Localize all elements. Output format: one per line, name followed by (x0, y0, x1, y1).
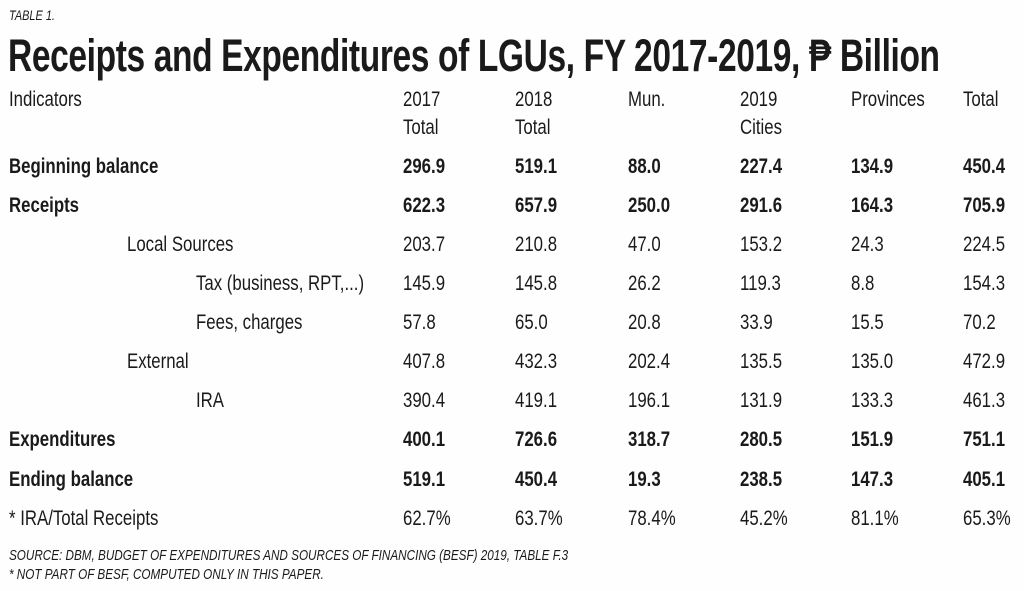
table-cell: 151.9 (851, 428, 894, 451)
table-cell: 657.9 (515, 194, 558, 217)
table-cell: 419.1 (515, 389, 558, 412)
table-cell: 134.9 (851, 155, 894, 178)
column-header-sub: Total (515, 116, 551, 139)
row-label: * IRA/Total Receipts (9, 507, 159, 530)
table-cell: 405.1 (963, 468, 1006, 491)
table-cell: 705.9 (963, 194, 1006, 217)
table-cell: 726.6 (515, 428, 558, 451)
table-cell: 145.9 (403, 272, 446, 295)
table-cell: 432.3 (515, 350, 558, 373)
row-label: Ending balance (9, 468, 134, 491)
table-cell: 196.1 (628, 389, 671, 412)
table-cell: 26.2 (628, 272, 661, 295)
table-cell: 390.4 (403, 389, 446, 412)
table-cell: 153.2 (740, 233, 783, 256)
table-cell: 250.0 (628, 194, 671, 217)
table-cell: 227.4 (740, 155, 783, 178)
table-cell: 81.1% (851, 507, 899, 530)
row-label: Beginning balance (9, 155, 159, 178)
column-header: Provinces (851, 88, 925, 111)
row-label: Tax (business, RPT,...) (196, 272, 365, 295)
column-header-sub: Total (403, 116, 439, 139)
table-cell: 62.7% (403, 507, 451, 530)
table-cell: 45.2% (740, 507, 788, 530)
table-cell: 407.8 (403, 350, 446, 373)
table-cell: 24.3 (851, 233, 884, 256)
table-cell: 65.3% (963, 507, 1011, 530)
table-cell: 47.0 (628, 233, 661, 256)
footnote: * NOT PART OF BESF, COMPUTED ONLY IN THI… (9, 566, 324, 583)
table-label: TABLE 1. (9, 7, 55, 23)
table-cell: 20.8 (628, 311, 661, 334)
column-header: Mun. (628, 88, 666, 111)
table-cell: 88.0 (628, 155, 661, 178)
column-header: Indicators (9, 88, 82, 111)
column-header: 2017 (403, 88, 441, 111)
table-cell: 33.9 (740, 311, 773, 334)
table-cell: 70.2 (963, 311, 996, 334)
table-cell: 519.1 (403, 468, 446, 491)
table-cell: 78.4% (628, 507, 676, 530)
table-cell: 519.1 (515, 155, 558, 178)
column-header: 2019 (740, 88, 778, 111)
row-label: IRA (196, 389, 225, 412)
table-cell: 238.5 (740, 468, 783, 491)
row-label: Receipts (9, 194, 80, 217)
table-cell: 210.8 (515, 233, 558, 256)
table-cell: 135.0 (851, 350, 894, 373)
table-cell: 296.9 (403, 155, 446, 178)
table-cell: 203.7 (403, 233, 446, 256)
table-cell: 164.3 (851, 194, 894, 217)
table-cell: 461.3 (963, 389, 1006, 412)
table-cell: 147.3 (851, 468, 894, 491)
table-cell: 57.8 (403, 311, 436, 334)
table-cell: 133.3 (851, 389, 894, 412)
table-cell: 119.3 (740, 272, 781, 295)
table-cell: 135.5 (740, 350, 783, 373)
row-label: Expenditures (9, 428, 116, 451)
table-cell: 291.6 (740, 194, 783, 217)
table-cell: 154.3 (963, 272, 1006, 295)
table-cell: 280.5 (740, 428, 783, 451)
table-cell: 131.9 (740, 389, 783, 412)
table-cell: 63.7% (515, 507, 563, 530)
table-cell: 224.5 (963, 233, 1006, 256)
column-header: Total (963, 88, 999, 111)
table-cell: 751.1 (963, 428, 1006, 451)
table-cell: 622.3 (403, 194, 446, 217)
table-cell: 450.4 (963, 155, 1006, 178)
source-note: SOURCE: DBM, BUDGET OF EXPENDITURES AND … (9, 547, 569, 564)
table-cell: 8.8 (851, 272, 875, 295)
table-cell: 19.3 (628, 468, 661, 491)
row-label: Fees, charges (196, 311, 303, 334)
table-cell: 202.4 (628, 350, 671, 373)
table-cell: 450.4 (515, 468, 558, 491)
table-cell: 15.5 (851, 311, 884, 334)
table-cell: 318.7 (628, 428, 671, 451)
table-cell: 400.1 (403, 428, 446, 451)
row-label: External (127, 350, 189, 373)
column-header-sub: Cities (740, 116, 783, 139)
row-label: Local Sources (127, 233, 234, 256)
column-header: 2018 (515, 88, 553, 111)
table-cell: 472.9 (963, 350, 1006, 373)
table-cell: 145.8 (515, 272, 558, 295)
table-title: Receipts and Expenditures of LGUs, FY 20… (8, 30, 940, 81)
table-cell: 65.0 (515, 311, 548, 334)
